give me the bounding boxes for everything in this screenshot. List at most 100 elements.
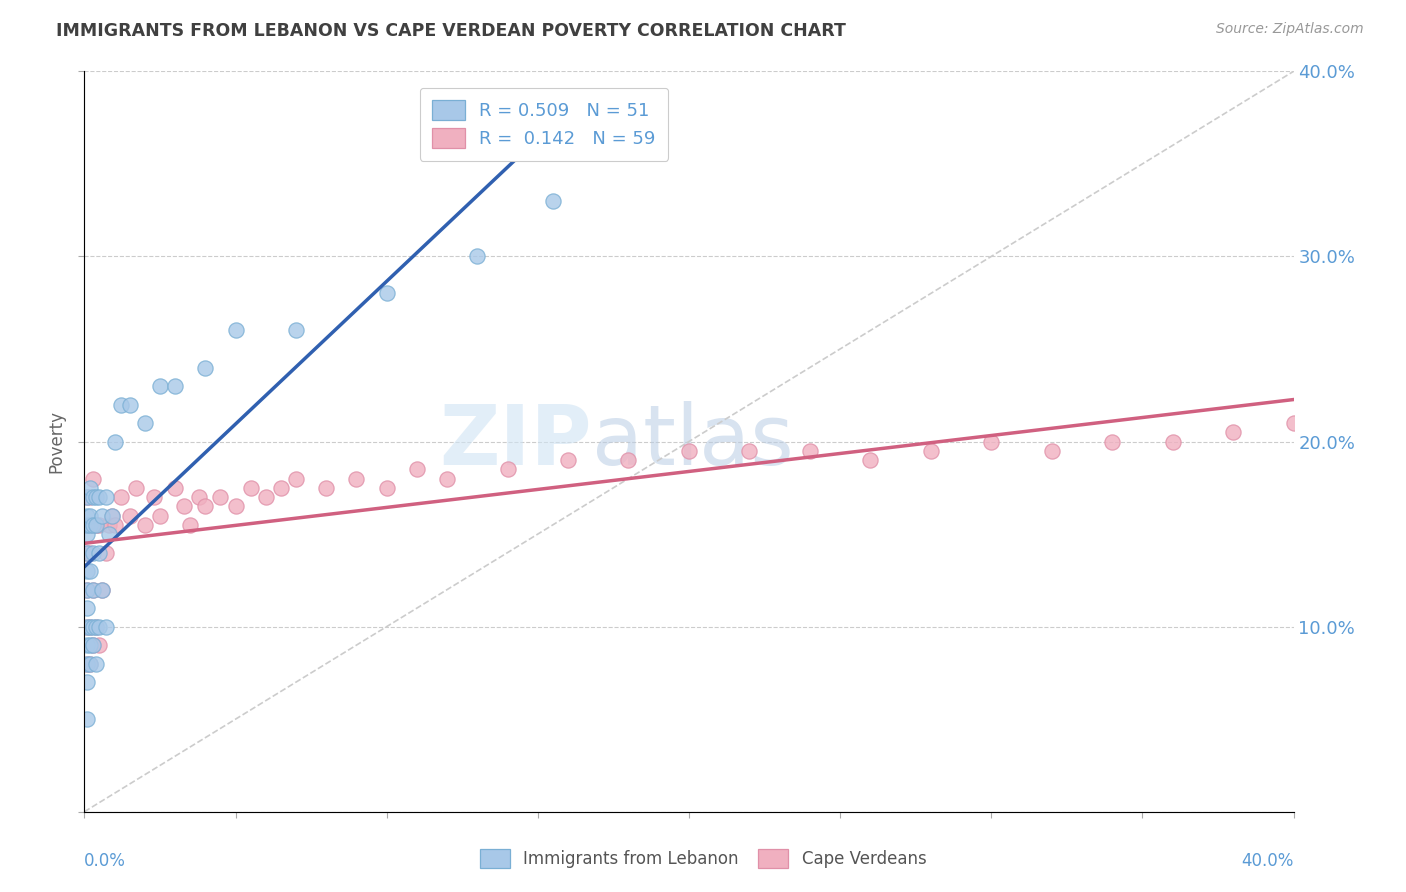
- Point: [82, 517, 104, 532]
- Point: [165, 379, 187, 393]
- Point: [76, 517, 98, 532]
- Point: [104, 517, 127, 532]
- Point: [86, 517, 108, 532]
- Point: [82, 619, 104, 633]
- Point: [82, 472, 104, 486]
- Legend: Immigrants from Lebanon, Cape Verdeans: Immigrants from Lebanon, Cape Verdeans: [472, 843, 934, 875]
- Point: [76, 490, 98, 504]
- Point: [920, 443, 942, 458]
- Point: [1161, 434, 1184, 449]
- Point: [149, 379, 172, 393]
- Text: atlas: atlas: [592, 401, 794, 482]
- Point: [76, 564, 98, 578]
- Point: [89, 638, 111, 652]
- Point: [76, 508, 98, 523]
- Point: [97, 517, 120, 532]
- Point: [149, 508, 172, 523]
- Point: [436, 472, 458, 486]
- Point: [76, 638, 98, 652]
- Point: [79, 619, 101, 633]
- Point: [225, 324, 247, 338]
- Point: [89, 517, 111, 532]
- Point: [79, 481, 101, 495]
- Point: [79, 638, 101, 652]
- Point: [110, 398, 132, 412]
- Point: [209, 490, 232, 504]
- Point: [82, 638, 104, 652]
- Point: [859, 453, 882, 467]
- Point: [134, 517, 156, 532]
- Point: [557, 453, 579, 467]
- Point: [118, 508, 141, 523]
- Point: [76, 517, 98, 532]
- Point: [94, 619, 117, 633]
- Legend: R = 0.509   N = 51, R =  0.142   N = 59: R = 0.509 N = 51, R = 0.142 N = 59: [419, 87, 668, 161]
- Point: [254, 490, 277, 504]
- Point: [94, 545, 117, 560]
- Point: [617, 453, 640, 467]
- Point: [94, 490, 117, 504]
- Point: [375, 286, 398, 301]
- Point: [76, 657, 98, 671]
- Point: [91, 508, 114, 523]
- Point: [104, 434, 127, 449]
- Point: [118, 398, 141, 412]
- Point: [1282, 416, 1305, 430]
- Text: 0.0%: 0.0%: [84, 853, 127, 871]
- Point: [541, 194, 564, 208]
- Point: [142, 490, 165, 504]
- Point: [91, 582, 114, 597]
- Point: [100, 508, 122, 523]
- Text: IMMIGRANTS FROM LEBANON VS CAPE VERDEAN POVERTY CORRELATION CHART: IMMIGRANTS FROM LEBANON VS CAPE VERDEAN …: [56, 22, 846, 40]
- Point: [79, 564, 101, 578]
- Point: [678, 443, 700, 458]
- Point: [82, 582, 104, 597]
- Text: 40.0%: 40.0%: [1241, 853, 1294, 871]
- Point: [375, 481, 398, 495]
- Point: [82, 545, 104, 560]
- Point: [76, 619, 98, 633]
- Point: [79, 619, 101, 633]
- Point: [467, 250, 489, 264]
- Point: [86, 490, 108, 504]
- Point: [285, 324, 308, 338]
- Point: [79, 545, 101, 560]
- Point: [188, 490, 211, 504]
- Point: [76, 490, 98, 504]
- Point: [79, 517, 101, 532]
- Point: [225, 500, 247, 514]
- Point: [239, 481, 262, 495]
- Point: [406, 462, 429, 476]
- Point: [79, 657, 101, 671]
- Point: [496, 462, 519, 476]
- Point: [86, 657, 108, 671]
- Text: Source: ZipAtlas.com: Source: ZipAtlas.com: [1216, 22, 1364, 37]
- Point: [1101, 434, 1123, 449]
- Point: [89, 619, 111, 633]
- Point: [76, 619, 98, 633]
- Point: [738, 443, 761, 458]
- Point: [89, 545, 111, 560]
- Point: [179, 517, 201, 532]
- Point: [194, 500, 217, 514]
- Point: [270, 481, 292, 495]
- Point: [82, 517, 104, 532]
- Point: [346, 472, 368, 486]
- Point: [76, 657, 98, 671]
- Point: [799, 443, 821, 458]
- Point: [173, 500, 195, 514]
- Point: [194, 360, 217, 375]
- Point: [76, 527, 98, 541]
- Point: [76, 675, 98, 690]
- Point: [134, 416, 156, 430]
- Point: [76, 582, 98, 597]
- Point: [165, 481, 187, 495]
- Point: [86, 619, 108, 633]
- Point: [980, 434, 1002, 449]
- Point: [1040, 443, 1063, 458]
- Point: [91, 582, 114, 597]
- Point: [86, 517, 108, 532]
- Text: ZIP: ZIP: [440, 401, 592, 482]
- Point: [86, 619, 108, 633]
- Point: [82, 490, 104, 504]
